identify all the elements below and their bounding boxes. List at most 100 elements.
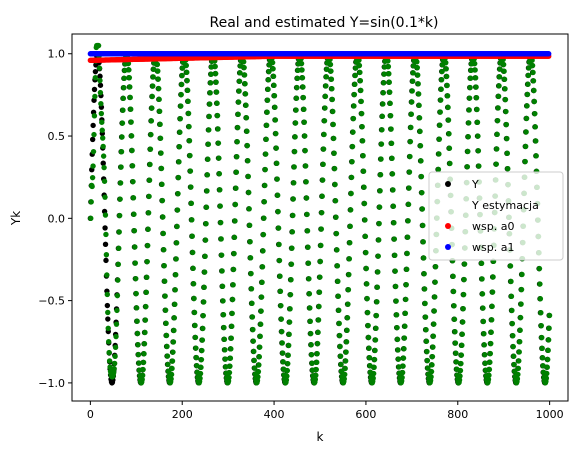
y-estimate-point [416, 115, 423, 121]
y-estimate-point [199, 337, 206, 343]
y-estimate-point [447, 160, 453, 167]
y-estimate-point [461, 261, 468, 267]
y-estimate-point [538, 309, 544, 316]
y-point [91, 86, 98, 93]
y-estimate-point [341, 376, 347, 382]
y-estimate-point [422, 314, 429, 320]
y-estimate-point [374, 299, 380, 305]
y-estimate-point [458, 360, 464, 367]
y-estimate-point [322, 105, 328, 111]
y-estimate-point [169, 365, 175, 372]
y-estimate-point [423, 327, 429, 333]
y-estimate-point [128, 106, 134, 112]
y-estimate-point [372, 337, 379, 343]
y-estimate-point [517, 327, 523, 333]
y-estimate-point [545, 337, 552, 343]
y-estimate-point [127, 84, 133, 90]
y-estimate-point [376, 220, 382, 227]
y-estimate-point [372, 347, 378, 354]
y-estimate-point [485, 376, 492, 383]
y-estimate-point [204, 172, 211, 178]
y-estimate-point [191, 295, 197, 302]
y-estimate-point [292, 120, 299, 126]
y-estimate-point [515, 371, 521, 378]
y-estimate-point [218, 219, 224, 226]
y-estimate-point [199, 347, 205, 354]
y-estimate-point [467, 84, 473, 91]
y-estimate-point [343, 339, 350, 345]
y-estimate-point [249, 314, 256, 320]
y-estimate-point [453, 359, 460, 365]
y-estimate-point [473, 94, 480, 101]
y-estimate-point [392, 252, 398, 258]
y-estimate-point [390, 203, 397, 209]
y-estimate-point [291, 148, 298, 155]
y-estimate-point [358, 87, 364, 94]
y-estimate-point [544, 364, 550, 370]
y-estimate-point [184, 87, 191, 94]
y-estimate-point [399, 374, 405, 381]
y-estimate-point [164, 353, 171, 359]
y-estimate-point [322, 93, 329, 100]
y-estimate-point [213, 79, 219, 85]
y-estimate-point [202, 253, 208, 259]
y-estimate-point [539, 334, 545, 341]
y-estimate-point [261, 215, 267, 221]
y-estimate-point [277, 273, 283, 279]
y-estimate-point [363, 249, 369, 256]
y-estimate-point [366, 354, 373, 361]
y-estimate-point [461, 276, 467, 283]
y-estimate-point [430, 333, 437, 339]
y-estimate-point [174, 223, 180, 230]
y-estimate-point [359, 138, 366, 144]
y-tick-label: −1.0 [38, 377, 65, 390]
y-estimate-point [445, 117, 452, 123]
y-estimate-point [380, 90, 387, 96]
y-estimate-point [333, 230, 340, 237]
y-estimate-point [299, 75, 306, 81]
y-estimate-point [204, 188, 210, 194]
y-estimate-point [431, 321, 437, 327]
y-estimate-point [102, 212, 109, 218]
y-estimate-point [303, 195, 310, 201]
y-estimate-point [394, 324, 400, 331]
y-estimate-point [173, 271, 179, 278]
y-estimate-point [371, 356, 378, 363]
y-estimate-point [198, 364, 204, 371]
y-estimate-point [206, 113, 212, 120]
y-estimate-point [473, 84, 479, 90]
y-estimate-point [221, 324, 227, 331]
y-estimate-point [389, 155, 395, 161]
y-estimate-point [495, 93, 502, 99]
y-estimate-point [530, 78, 537, 84]
y-estimate-point [286, 319, 293, 325]
y-estimate-point [404, 266, 410, 273]
y-estimate-point [493, 161, 499, 167]
y-estimate-point [100, 143, 106, 150]
y-estimate-point [118, 149, 125, 155]
y-estimate-point [537, 281, 543, 287]
y-estimate-point [531, 98, 538, 105]
y-estimate-point [265, 77, 272, 83]
y-estimate-point [487, 359, 493, 365]
y-estimate-point [365, 334, 372, 341]
y-estimate-point [304, 211, 310, 218]
y-estimate-point [416, 102, 422, 109]
y-estimate-point [378, 141, 385, 147]
y-estimate-point [408, 124, 414, 131]
y-estimate-point [410, 70, 416, 76]
y-estimate-point [362, 217, 368, 223]
y-estimate-point [107, 364, 113, 370]
y-estimate-point [348, 190, 354, 197]
y-estimate-point [418, 158, 424, 164]
y-estimate-point [157, 121, 163, 128]
y-estimate-point [129, 163, 136, 169]
y-estimate-point [280, 359, 286, 365]
y-estimate-point [424, 357, 431, 364]
y-estimate-point [429, 362, 435, 368]
y-estimate-point [202, 237, 209, 243]
y-estimate-point [460, 306, 466, 312]
y-estimate-point [313, 372, 319, 378]
y-estimate-point [178, 91, 184, 98]
y-estimate-point [236, 88, 242, 94]
